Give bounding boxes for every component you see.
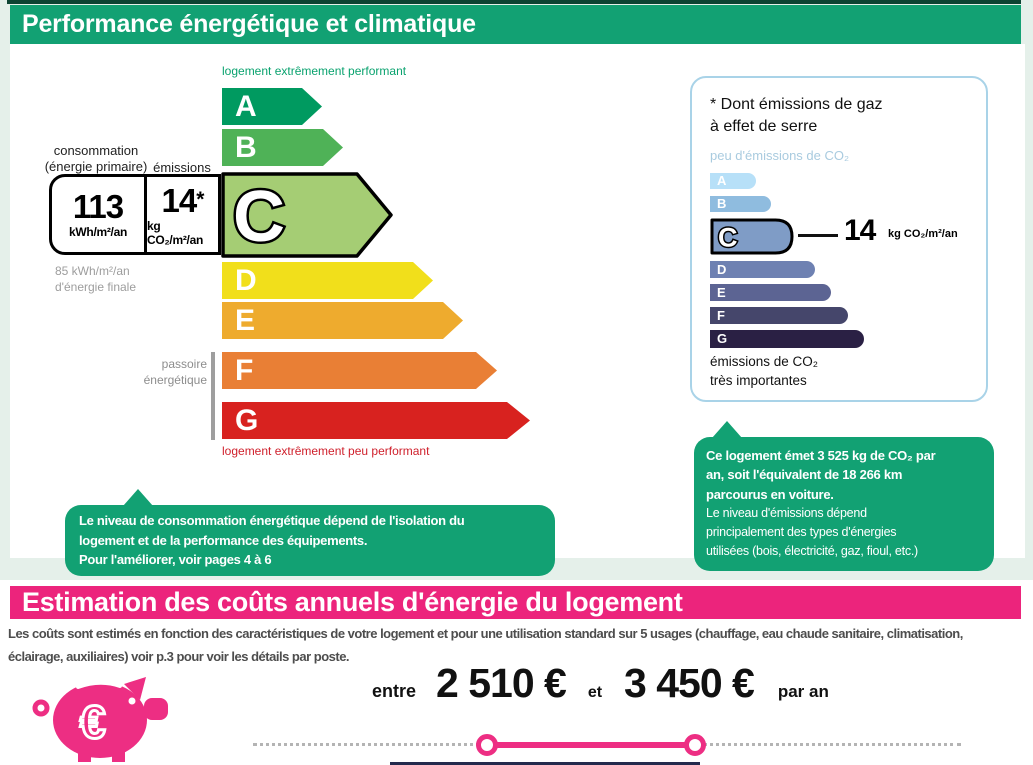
ges-class-bar-c-current: C [710,218,794,255]
cost-et-label: et [587,684,603,701]
ges-class-letter-a: A [717,173,727,188]
consumption-label-line2: (énergie primaire) [44,159,148,174]
emissions-number: 14 [161,181,198,219]
section-title-energy: Performance énergétique et climatique [22,10,476,38]
passoire-label: passoire énergétique [87,356,207,388]
ges-class-letter-f: F [717,308,725,323]
ges-class-bar-b: B [710,196,771,212]
cost-entre-label: entre [372,681,417,701]
cost-description: Les coûts sont estimés en fonction des c… [8,622,1033,668]
ges-high-label: émissions de CO₂ très importantes [710,352,818,390]
emissions-bold-line3: parcourus en voiture. [706,486,834,502]
ges-annotation-unit: kg CO₂/m²/an [888,228,958,240]
cost-range-row: entre 2 510 € et 3 450 € par an [372,660,932,722]
emissions-bold-line2: an, soit l'équivalent de 18 266 km [706,467,903,483]
cost-max-value: 3 450 € [624,660,755,706]
cost-slider-handle-max [684,734,706,756]
energy-class-letter-a: A [235,90,257,123]
consumption-label-line1: consommation [53,143,139,158]
svg-text:C: C [718,223,738,253]
energy-class-arrow-g: G [222,402,530,439]
ges-class-bar-d: D [710,261,815,278]
energy-class-letter-e: E [235,304,256,337]
svg-text:C: C [233,177,285,257]
passoire-line1: passoire [161,357,207,371]
energy-class-arrow-d: D [222,262,433,299]
ges-class-bar-a: A [710,173,756,189]
svg-text:€: € [80,696,106,748]
ges-title: * Dont émissions de gaz à effet de serre [710,94,883,138]
consumption-column-label: consommation (énergie primaire) [26,143,166,175]
emissions-asterisk: * [196,187,204,211]
passoire-line2: énergétique [143,373,207,387]
ges-class-letter-g: G [717,331,728,346]
cost-description-line2: éclairage, auxiliaires) voir p.3 pour vo… [8,649,350,664]
emissions-cell: 14* kg CO₂/m²/an [144,177,218,252]
ges-class-letter-d: D [717,262,727,277]
energy-class-letter-f: F [235,354,254,387]
ges-annotation-value: 14 [844,214,876,247]
consumption-value: 113 [72,188,124,225]
cost-per-label: par an [777,682,829,701]
ges-title-line2: à effet de serre [710,118,818,135]
emissions-column-label: émissions [153,160,211,175]
energy-info-line2: logement et de la performance des équipe… [79,532,368,548]
ges-class-bar-e: E [710,284,831,301]
emissions-value: 14* [161,181,205,219]
cost-slider-handle-min [476,734,498,756]
ges-class-bar-f: F [710,307,848,324]
piggy-bank-icon: € [32,677,168,762]
top-divider [7,0,1021,4]
scale-top-label: logement extrêmement performant [222,64,407,78]
ges-annotation-line [798,234,838,237]
energy-class-arrow-c-current: C [221,172,393,258]
section-header-energy: Performance énergétique et climatique [10,5,1021,44]
ges-high-line1: émissions de CO₂ [710,354,819,369]
consumption-cell: 113 kWh/m²/an [52,177,144,252]
passoire-bracket-line [211,352,215,440]
emissions-info-bubble: Ce logement émet 3 525 kg de CO₂ par an,… [694,421,994,571]
ges-panel: * Dont émissions de gaz à effet de serre… [690,76,988,402]
final-energy-line2: d'énergie finale [55,280,137,294]
energy-class-letter-b: B [235,131,257,164]
ges-title-line1: * Dont émissions de gaz [710,96,883,113]
energy-info-bubble: Le niveau de consommation énergétique dé… [65,489,555,576]
ges-class-letter-e: E [717,285,726,300]
consumption-unit: kWh/m²/an [69,225,127,239]
cost-description-line1: Les coûts sont estimés en fonction des c… [8,626,963,641]
final-energy-note: 85 kWh/m²/an d'énergie finale [55,263,136,295]
emissions-norm-line1: Le niveau d'émissions dépend [706,505,867,520]
energy-info-line3: Pour l'améliorer, voir pages 4 à 6 [79,552,272,567]
energy-class-arrow-b: B [222,129,343,166]
cost-min-value: 2 510 € [436,660,567,706]
ges-low-label: peu d'émissions de CO₂ [710,148,850,163]
cost-section: Estimation des coûts annuels d'énergie d… [0,580,1033,765]
ges-class-bar-g: G [710,330,864,348]
final-energy-line1: 85 kWh/m²/an [55,264,130,278]
ges-high-line2: très importantes [710,373,807,388]
emissions-bold-line1: Ce logement émet 3 525 kg de CO₂ par [706,448,936,463]
emissions-info-bold: Ce logement émet 3 525 kg de CO₂ par an,… [706,446,982,504]
scale-bottom-label: logement extrêmement peu performant [222,444,430,458]
cost-slider-range [487,742,695,748]
emissions-info-normal: Le niveau d'émissions dépend principalem… [706,504,982,562]
energy-class-letter-d: D [235,264,257,297]
emissions-unit: kg CO₂/m²/an [147,218,203,247]
bottom-divider [390,762,700,765]
energy-class-arrow-e: E [222,302,463,339]
emissions-norm-line2: principalement des types d'énergies [706,525,897,540]
energy-class-letter-g: G [235,404,259,437]
energy-class-arrow-a: A [222,88,322,125]
value-box: 113 kWh/m²/an 14* kg CO₂/m²/an [49,174,221,255]
energy-class-arrow-f: F [222,352,497,389]
section-title-costs: Estimation des coûts annuels d'énergie d… [22,587,683,617]
ges-class-letter-b: B [717,196,727,211]
section-header-costs: Estimation des coûts annuels d'énergie d… [10,586,1021,619]
energy-info-line1: Le niveau de consommation énergétique dé… [79,513,465,528]
emissions-norm-line3: utilisées (bois, électricité, gaz, fioul… [706,544,918,559]
